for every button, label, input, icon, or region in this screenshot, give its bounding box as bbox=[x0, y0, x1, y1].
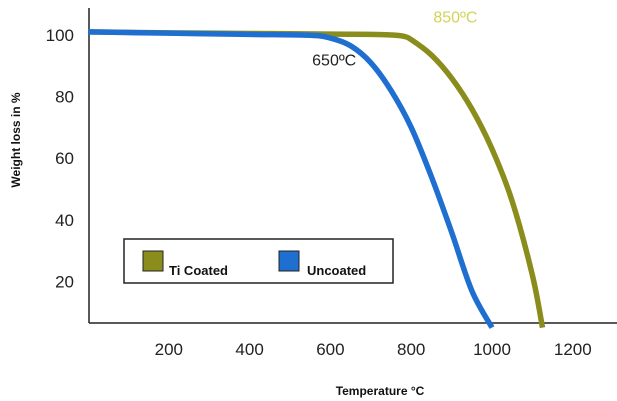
y-axis-title: Weight loss in % bbox=[9, 92, 23, 187]
annotation-label: 650ºC bbox=[312, 53, 356, 70]
legend: Ti Coated Uncoated bbox=[123, 238, 394, 284]
x-tick-label: 1200 bbox=[554, 340, 592, 359]
x-tick-label: 400 bbox=[235, 340, 263, 359]
legend-label-uncoated: Uncoated bbox=[307, 263, 366, 278]
axes bbox=[88, 8, 617, 324]
annotations: 850ºC 650ºC bbox=[312, 10, 477, 70]
series-lines bbox=[87, 29, 546, 329]
x-tick-label: 800 bbox=[397, 340, 425, 359]
legend-swatch-uncoated bbox=[278, 250, 300, 272]
legend-box bbox=[123, 238, 394, 284]
x-tick-label: 600 bbox=[316, 340, 344, 359]
series-line-uncoated bbox=[87, 29, 495, 329]
y-tick-label: 20 bbox=[55, 272, 74, 291]
annotation-label: 850ºC bbox=[433, 10, 477, 27]
y-tick-labels: 20 40 60 80 100 bbox=[46, 26, 74, 291]
x-tick-label: 1000 bbox=[473, 340, 511, 359]
legend-swatch-ti-coated bbox=[142, 250, 164, 272]
y-tick-label: 100 bbox=[46, 26, 74, 45]
x-tick-label: 200 bbox=[155, 340, 183, 359]
y-tick-label: 60 bbox=[55, 149, 74, 168]
y-tick-label: 80 bbox=[55, 88, 74, 107]
y-tick-label: 40 bbox=[55, 211, 74, 230]
x-axis-title: Temperature °C bbox=[336, 384, 425, 398]
legend-label-ti-coated: Ti Coated bbox=[169, 263, 228, 278]
x-tick-labels: 200 400 600 800 1000 1200 bbox=[155, 340, 592, 359]
